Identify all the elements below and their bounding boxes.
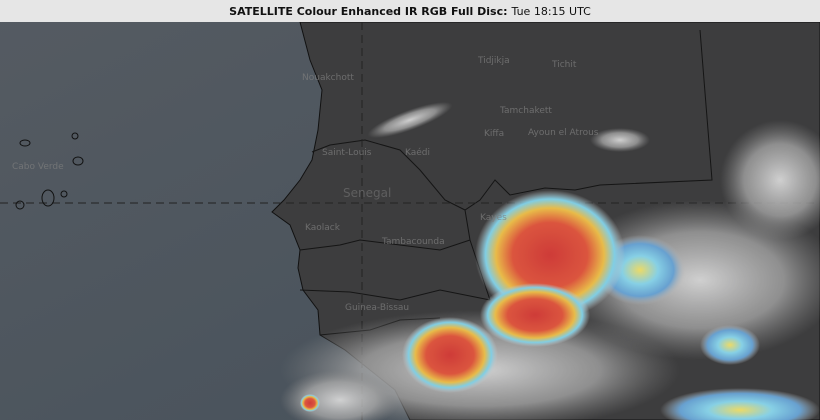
cloud-cover [280, 101, 820, 420]
label-kiffa: Kiffa [484, 129, 504, 139]
label-tambacounda: Tambacounda [381, 237, 445, 247]
timestamp: Tue 18:15 UTC [511, 4, 591, 18]
label-kaolack: Kaolack [305, 223, 341, 233]
label-kaedi: Kaédi [405, 147, 430, 158]
title-bar: SATELLITE Colour Enhanced IR RGB Full Di… [0, 0, 820, 22]
label-nouakchott: Nouakchott [302, 73, 354, 83]
label-tichit: Tichit [551, 60, 577, 70]
label-saint-louis: Saint-Louis [322, 148, 372, 158]
label-guinea-bissau: Guinea-Bissau [345, 303, 409, 313]
cape-verde-islands [15, 132, 84, 210]
label-kayes: Kayes [480, 213, 507, 223]
product-title: SATELLITE Colour Enhanced IR RGB Full Di… [229, 4, 508, 18]
label-senegal: Senegal [343, 186, 391, 200]
label-tamchakett: Tamchakett [499, 106, 552, 116]
label-cabo-verde: Cabo Verde [12, 162, 64, 172]
label-ayoun: Ayoun el Atrous [528, 128, 599, 138]
label-tidjikja: Tidjikja [477, 56, 510, 66]
